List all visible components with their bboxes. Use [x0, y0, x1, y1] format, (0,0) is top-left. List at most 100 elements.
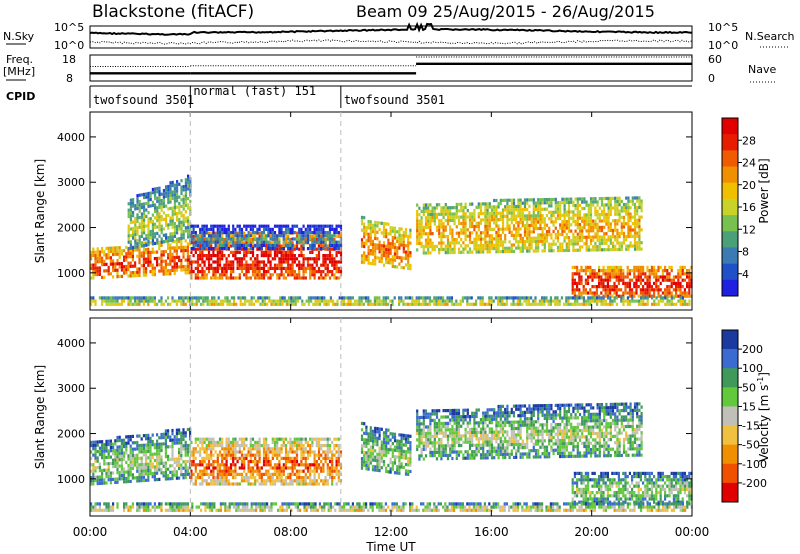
power-cell: [201, 243, 204, 247]
power-cell: [468, 237, 472, 241]
power-cell: [294, 296, 297, 300]
power-cell: [221, 231, 224, 235]
power-cell: [265, 237, 268, 241]
power-cell: [260, 266, 263, 270]
power-cell: [165, 185, 168, 189]
power-cell: [420, 235, 423, 239]
power-cell: [214, 266, 217, 270]
power-cell: [499, 296, 502, 300]
power-cell: [315, 270, 318, 274]
power-cell: [186, 261, 189, 265]
power-cell: [248, 302, 251, 306]
power-cell: [424, 219, 428, 223]
power-cell: [576, 207, 579, 211]
power-cell: [190, 250, 193, 254]
power-cell: [184, 248, 187, 253]
power-ytick-label-1: 2000: [57, 222, 85, 235]
power-cell: [290, 302, 293, 306]
power-cell: [457, 247, 461, 251]
power-cell: [526, 227, 529, 231]
velocity-cell: [145, 469, 148, 473]
power-cell: [538, 299, 541, 303]
power-cell: [655, 288, 658, 292]
power-cell: [153, 250, 156, 254]
power-cell: [629, 241, 632, 245]
power-cell: [576, 294, 579, 298]
power-cell: [175, 246, 178, 250]
velocity-cell: [190, 460, 193, 464]
velocity-cell: [175, 438, 178, 442]
power-cell: [136, 270, 139, 274]
power-cell: [495, 218, 498, 222]
power-cell: [556, 239, 560, 243]
velocity-cell: [192, 472, 195, 476]
velocity-cell: [164, 451, 167, 455]
power-cell: [120, 299, 123, 303]
power-cell: [563, 216, 566, 221]
power-cell: [271, 247, 274, 251]
power-cell: [609, 228, 612, 232]
power-cell: [537, 236, 540, 240]
power-cell: [385, 251, 388, 255]
power-cell: [528, 217, 531, 221]
power-cell: [147, 243, 150, 247]
power-cell: [118, 246, 121, 250]
velocity-cell: [160, 468, 163, 472]
power-cell: [239, 299, 242, 303]
velocity-cell: [205, 444, 208, 448]
velocity-cell: [210, 472, 213, 476]
power-cell: [554, 296, 557, 300]
power-cell: [402, 231, 405, 235]
power-cell: [296, 299, 299, 303]
power-cell: [510, 296, 513, 300]
power-cell: [237, 296, 240, 300]
power-cell: [176, 228, 179, 232]
power-cell: [592, 200, 595, 204]
power-cell: [182, 302, 185, 306]
power-cell: [165, 188, 168, 192]
power-cell: [345, 296, 348, 300]
power-cell: [393, 258, 397, 262]
power-cell: [238, 257, 241, 261]
power-cell: [160, 218, 163, 222]
power-cell: [114, 296, 117, 300]
power-cell: [543, 236, 546, 240]
power-cell: [145, 251, 148, 255]
power-cell: [580, 275, 583, 279]
power-cell: [637, 265, 640, 269]
power-cell: [631, 196, 634, 200]
power-cell: [686, 302, 689, 306]
power-cell: [526, 201, 529, 205]
power-cell: [644, 296, 647, 300]
power-cell: [629, 231, 632, 235]
power-cell: [103, 250, 106, 254]
velocity-cell: [164, 455, 167, 459]
power-cell: [677, 285, 680, 289]
power-cell: [519, 240, 522, 244]
power-cell: [169, 253, 172, 257]
velocity-cell: [186, 450, 189, 454]
power-cell: [176, 237, 179, 241]
power-cell: [416, 225, 419, 230]
power-cell: [611, 294, 614, 298]
cpid-mode-0: twofsound 3501: [93, 93, 194, 107]
power-cell: [523, 233, 527, 237]
power-cell: [109, 302, 112, 306]
power-cell: [164, 299, 167, 303]
power-cell: [151, 239, 154, 243]
velocity-cell: [116, 458, 119, 462]
power-cell: [212, 254, 215, 258]
power-cell: [446, 247, 450, 251]
power-cell: [642, 291, 645, 295]
power-cell: [256, 260, 259, 264]
power-cell: [335, 227, 338, 231]
power-cell: [328, 234, 332, 238]
power-cell: [648, 275, 651, 279]
power-cell: [98, 260, 101, 264]
velocity-cell: [167, 477, 170, 481]
velocity-cell: [212, 444, 215, 448]
power-cell: [396, 249, 399, 253]
power-cell: [306, 263, 310, 267]
power-cell: [642, 269, 645, 273]
power-cell: [129, 243, 132, 247]
